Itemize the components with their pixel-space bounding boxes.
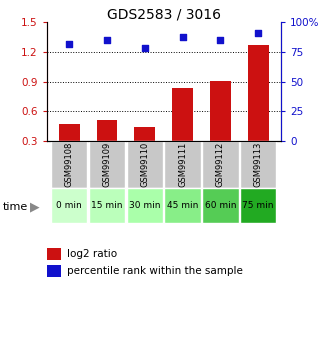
Text: GSM99113: GSM99113 bbox=[254, 142, 263, 187]
Bar bbox=[202, 188, 239, 223]
Text: GSM99112: GSM99112 bbox=[216, 142, 225, 187]
Bar bbox=[134, 127, 155, 141]
Text: GSM99109: GSM99109 bbox=[102, 142, 111, 187]
Bar bbox=[172, 88, 193, 141]
Text: GSM99108: GSM99108 bbox=[65, 142, 74, 187]
Text: GSM99111: GSM99111 bbox=[178, 142, 187, 187]
Bar bbox=[164, 141, 201, 188]
Text: 75 min: 75 min bbox=[242, 201, 274, 210]
Bar bbox=[240, 188, 276, 223]
Point bbox=[67, 41, 72, 47]
Bar bbox=[89, 141, 125, 188]
Bar bbox=[127, 141, 163, 188]
Point bbox=[180, 34, 185, 39]
Text: 0 min: 0 min bbox=[56, 201, 82, 210]
Bar bbox=[164, 188, 201, 223]
Point bbox=[218, 37, 223, 43]
Text: time: time bbox=[3, 202, 29, 212]
Bar bbox=[202, 141, 239, 188]
Text: GSM99110: GSM99110 bbox=[140, 142, 149, 187]
Text: log2 ratio: log2 ratio bbox=[67, 249, 117, 258]
Bar bbox=[210, 81, 231, 141]
Point bbox=[142, 46, 147, 51]
Bar bbox=[59, 125, 80, 141]
Text: ▶: ▶ bbox=[30, 200, 39, 214]
Text: percentile rank within the sample: percentile rank within the sample bbox=[67, 266, 243, 276]
Bar bbox=[248, 45, 269, 141]
Text: 45 min: 45 min bbox=[167, 201, 198, 210]
Text: 60 min: 60 min bbox=[205, 201, 236, 210]
Title: GDS2583 / 3016: GDS2583 / 3016 bbox=[107, 7, 221, 21]
Bar bbox=[89, 188, 125, 223]
Point bbox=[256, 30, 261, 36]
Text: 30 min: 30 min bbox=[129, 201, 160, 210]
Point bbox=[104, 37, 109, 43]
Bar bbox=[127, 188, 163, 223]
Bar bbox=[51, 141, 87, 188]
Text: 15 min: 15 min bbox=[91, 201, 123, 210]
Bar bbox=[240, 141, 276, 188]
Bar bbox=[51, 188, 87, 223]
Bar bbox=[97, 119, 117, 141]
